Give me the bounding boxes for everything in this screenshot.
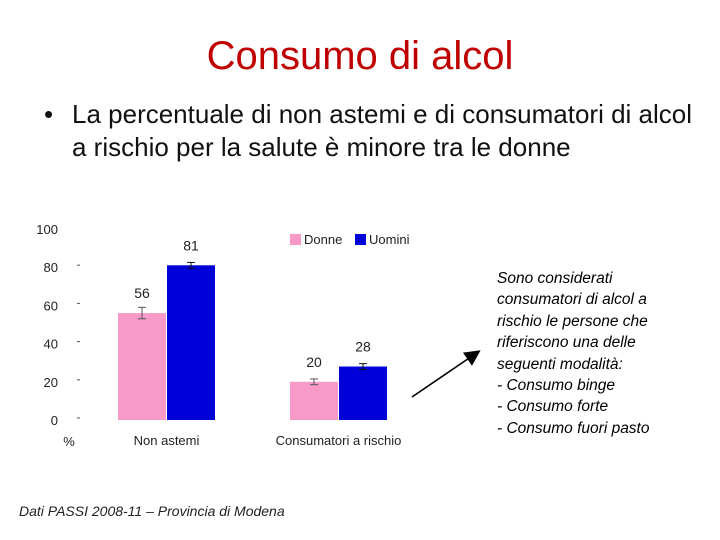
source-caption: Dati PASSI 2008-11 – Provincia di Modena	[19, 503, 285, 519]
bullet-marker: •	[44, 99, 54, 129]
data-label: 20	[306, 354, 322, 370]
y-tick-label: 80	[44, 260, 58, 275]
definition-note: Sono considerati consumatori di alcol a ri…	[497, 268, 712, 439]
slide-title: Consumo di alcol	[206, 34, 514, 78]
y-tick-label: 40	[44, 337, 58, 352]
note-line: seguenti modalità:	[497, 355, 623, 373]
note-line: - Consumo forte	[497, 398, 609, 416]
legend-swatch-uomini	[355, 234, 366, 245]
bar-donne	[118, 313, 166, 420]
legend-label: Donne	[304, 232, 342, 247]
bullet-text: La percentuale di non astemi e di consum…	[72, 99, 693, 162]
data-label: 28	[355, 339, 371, 355]
note-line: - Consumo fuori pasto	[497, 419, 650, 437]
bar-uomini	[339, 366, 387, 420]
data-label: 81	[183, 237, 199, 253]
y-tick-label: 0	[51, 413, 58, 428]
y-tick-label: 60	[44, 298, 58, 313]
note-line: Sono considerati	[497, 270, 613, 287]
arrow-icon	[411, 350, 481, 398]
note-line: - Consumo binge	[497, 377, 616, 395]
x-tick-label: Consumatori a rischio	[276, 433, 402, 448]
note-line: riferiscono una delle	[497, 334, 636, 352]
bar-chart: 0 20 40 60 80 100% 56 81 Non astemi 20 28 Consumato…	[36, 222, 410, 449]
y-tick-label: 20	[44, 375, 58, 390]
legend-swatch-donne	[290, 234, 301, 245]
data-label: 56	[134, 285, 150, 301]
y-axis-label: %	[63, 434, 75, 449]
y-tick-label: 100	[36, 222, 58, 237]
note-line: consumatori di alcol a	[497, 291, 647, 309]
note-line: rischio le persone che	[497, 312, 648, 330]
legend-label: Uomini	[369, 232, 410, 247]
bar-donne	[290, 381, 338, 420]
bar-uomini	[167, 265, 215, 420]
x-tick-label: Non astemi	[134, 433, 200, 448]
